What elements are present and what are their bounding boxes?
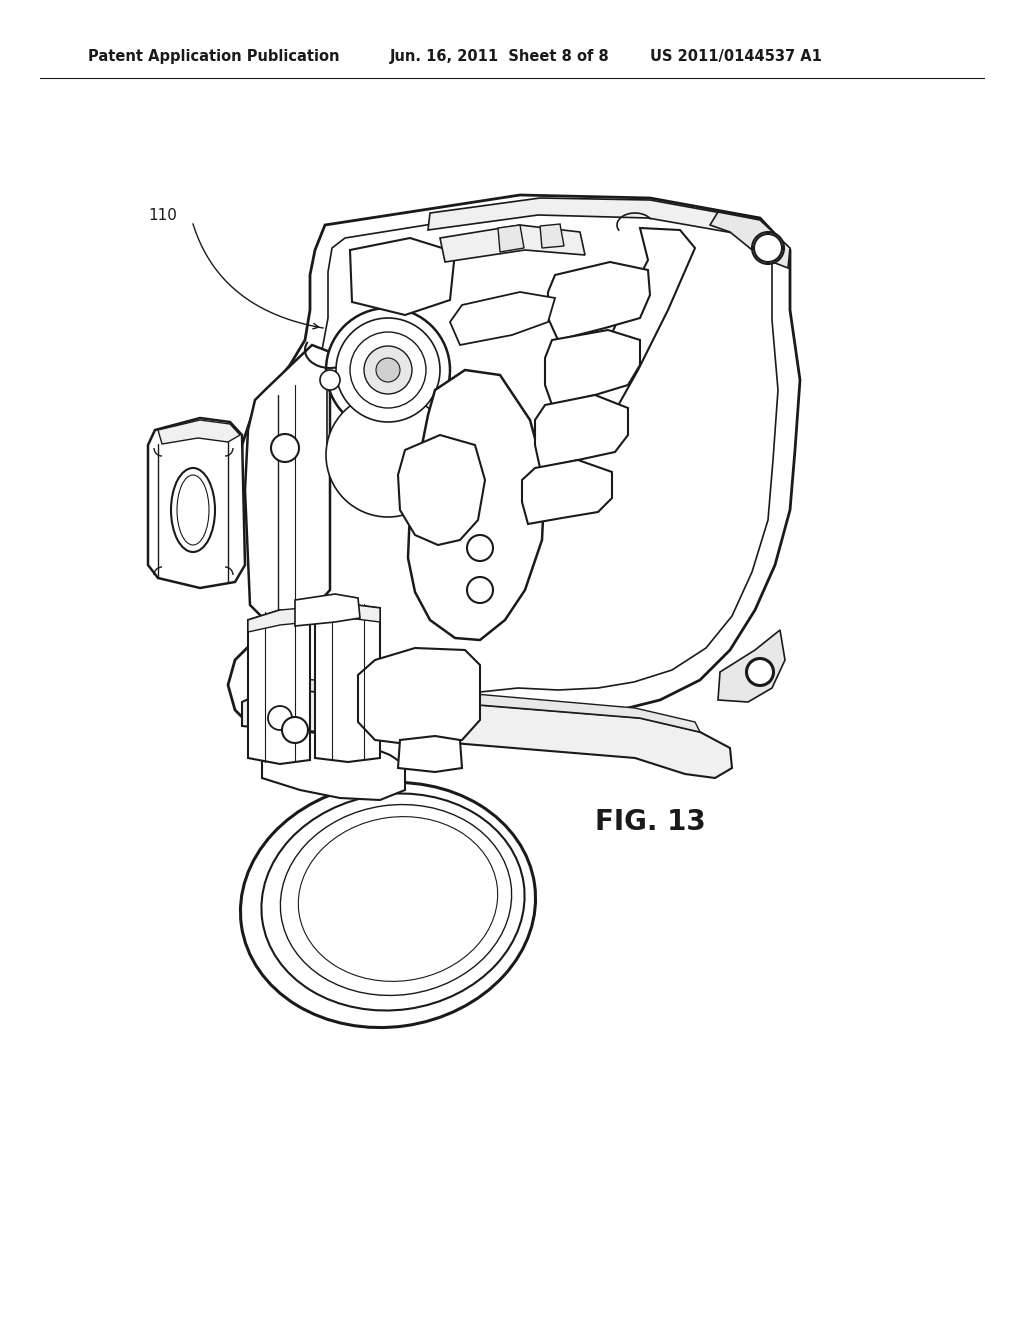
Polygon shape <box>450 292 555 345</box>
Ellipse shape <box>746 657 774 686</box>
Text: Patent Application Publication: Patent Application Publication <box>88 49 340 65</box>
Ellipse shape <box>754 234 782 261</box>
Polygon shape <box>428 198 762 238</box>
Polygon shape <box>398 436 485 545</box>
Ellipse shape <box>467 577 493 603</box>
Polygon shape <box>718 630 785 702</box>
Text: Jun. 16, 2011  Sheet 8 of 8: Jun. 16, 2011 Sheet 8 of 8 <box>390 49 609 65</box>
Ellipse shape <box>281 805 512 995</box>
Polygon shape <box>252 210 778 729</box>
Polygon shape <box>242 688 732 777</box>
Ellipse shape <box>752 232 784 264</box>
Ellipse shape <box>261 793 524 1011</box>
Ellipse shape <box>177 475 209 545</box>
Ellipse shape <box>326 393 450 517</box>
Polygon shape <box>148 418 245 587</box>
Polygon shape <box>245 345 330 620</box>
Ellipse shape <box>271 434 299 462</box>
Polygon shape <box>545 330 640 405</box>
Polygon shape <box>262 730 406 800</box>
Polygon shape <box>315 605 380 762</box>
Ellipse shape <box>364 346 412 393</box>
Ellipse shape <box>281 715 309 744</box>
Ellipse shape <box>241 783 536 1027</box>
Polygon shape <box>548 261 650 341</box>
Ellipse shape <box>319 370 340 389</box>
Polygon shape <box>535 395 628 469</box>
Ellipse shape <box>336 318 440 422</box>
Ellipse shape <box>350 333 426 408</box>
Polygon shape <box>440 224 585 261</box>
Polygon shape <box>398 737 462 772</box>
Ellipse shape <box>282 717 308 743</box>
Ellipse shape <box>268 706 292 730</box>
Ellipse shape <box>467 535 493 561</box>
Ellipse shape <box>298 817 498 981</box>
Polygon shape <box>248 610 310 764</box>
Ellipse shape <box>746 659 773 685</box>
Ellipse shape <box>326 308 450 432</box>
Polygon shape <box>358 648 480 744</box>
Text: 110: 110 <box>148 207 177 223</box>
Polygon shape <box>562 228 695 450</box>
Ellipse shape <box>171 469 215 552</box>
Polygon shape <box>710 213 790 268</box>
Polygon shape <box>248 605 380 632</box>
Text: US 2011/0144537 A1: US 2011/0144537 A1 <box>650 49 822 65</box>
Polygon shape <box>408 370 545 640</box>
Polygon shape <box>350 238 455 315</box>
Polygon shape <box>158 420 240 444</box>
Polygon shape <box>522 459 612 524</box>
Polygon shape <box>295 594 360 626</box>
Polygon shape <box>228 195 800 744</box>
Polygon shape <box>270 676 700 733</box>
Ellipse shape <box>376 358 400 381</box>
Polygon shape <box>540 224 564 248</box>
Polygon shape <box>498 224 524 252</box>
Text: FIG. 13: FIG. 13 <box>595 808 706 836</box>
